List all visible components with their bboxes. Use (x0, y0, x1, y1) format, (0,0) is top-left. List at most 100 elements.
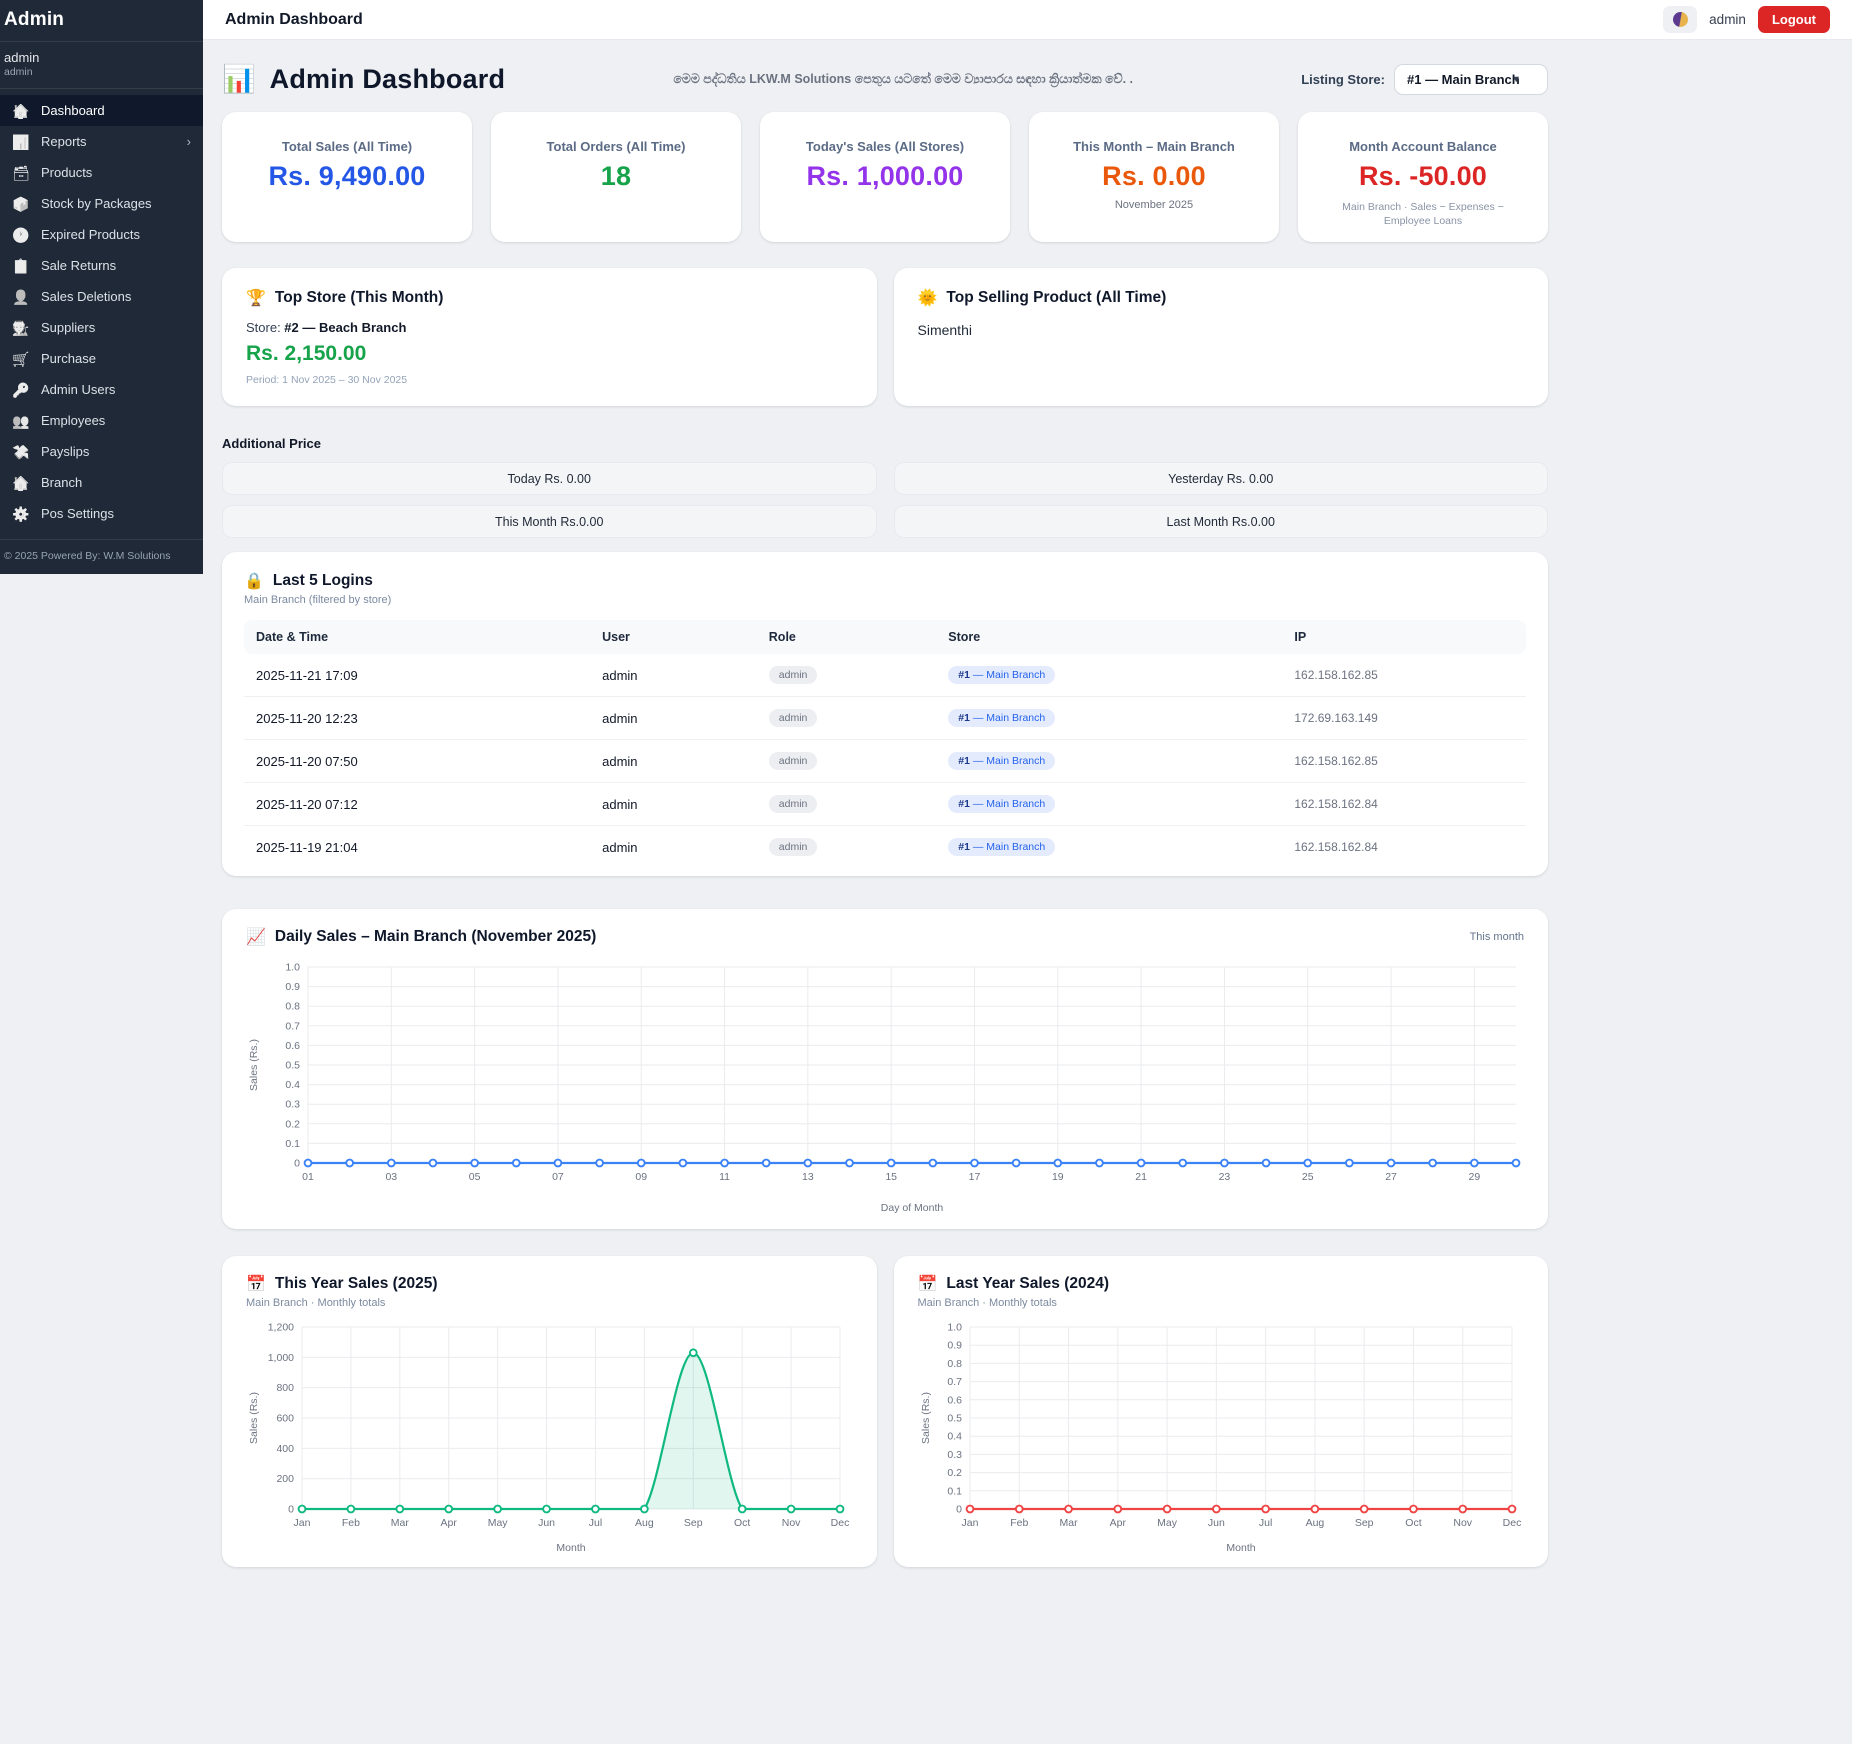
top-store-title-row: 🏆 Top Store (This Month) (246, 288, 853, 308)
sidebar-item-purchase[interactable]: 🛒Purchase (0, 343, 203, 374)
main-area: Admin Dashboard admin Logout 📊 Admin Das… (203, 0, 1852, 1744)
this-year-sales-card: 📅 This Year Sales (2025) Main Branch · M… (222, 1256, 877, 1567)
login-store-cell: #1 — Main Branch (936, 740, 1282, 783)
sidebar-nav: 🏠Dashboard📊Reports›🗃Products📦Stock by Pa… (0, 89, 203, 539)
svg-text:400: 400 (276, 1443, 294, 1455)
sidebar-item-employees[interactable]: 👥Employees (0, 405, 203, 436)
price-box-1: Yesterday Rs. 0.00 (894, 462, 1549, 495)
listing-store-select[interactable]: #1 — Main Branch ▾ (1394, 64, 1548, 95)
topbar-username: admin (1709, 12, 1746, 27)
login-user: admin (590, 783, 757, 826)
login-datetime: 2025-11-20 07:50 (244, 740, 590, 783)
svg-text:Dec: Dec (1502, 1517, 1521, 1529)
content: 📊 Admin Dashboard මෙම පද්ධතිය LKW.M Solu… (222, 64, 1548, 1607)
price-box-2: This Month Rs.0.00 (222, 505, 877, 538)
svg-text:17: 17 (969, 1171, 981, 1183)
top-store-name: Store: #2 — Beach Branch (246, 320, 853, 335)
svg-text:0: 0 (956, 1504, 962, 1516)
stat-card-3: This Month – Main BranchRs. 0.00November… (1029, 112, 1279, 242)
calendar-icon: 📅 (246, 1274, 266, 1294)
person-key-icon: 🔑 (12, 383, 30, 397)
store-name: — Main Branch (970, 841, 1045, 853)
top-store-title: Top Store (This Month) (275, 289, 443, 307)
login-role-cell: admin (757, 654, 936, 697)
login-store-cell: #1 — Main Branch (936, 697, 1282, 740)
last-year-sales-card: 📅 Last Year Sales (2024) Main Branch · M… (894, 1256, 1549, 1567)
sidebar-item-label: Employees (41, 413, 105, 428)
svg-text:0.1: 0.1 (285, 1138, 300, 1150)
sidebar-item-products[interactable]: 🗃Products (0, 157, 203, 188)
theme-toggle-button[interactable] (1663, 6, 1697, 33)
top-store-amount: Rs. 2,150.00 (246, 342, 853, 366)
login-user: admin (590, 654, 757, 697)
svg-text:May: May (1157, 1517, 1178, 1529)
stat-value: Rs. 9,490.00 (236, 161, 458, 192)
store-name: — Main Branch (970, 755, 1045, 767)
svg-text:May: May (488, 1517, 509, 1529)
daily-sales-badge: This month (1470, 931, 1524, 943)
sidebar-item-sale-returns[interactable]: 📋Sale Returns (0, 250, 203, 281)
stat-note: Main Branch · Sales − Expenses − Employe… (1323, 200, 1523, 228)
top-store-card: 🏆 Top Store (This Month) Store: #2 — Bea… (222, 268, 877, 406)
sidebar-item-dashboard[interactable]: 🏠Dashboard (0, 95, 203, 126)
table-row: 2025-11-21 17:09adminadmin#1 — Main Bran… (244, 654, 1526, 697)
sidebar-item-sales-deletions[interactable]: 👤Sales Deletions (0, 281, 203, 312)
clock-x-icon: 🕐 (12, 228, 30, 242)
svg-text:0.6: 0.6 (947, 1395, 962, 1407)
sidebar-item-label: Suppliers (41, 320, 95, 335)
svg-text:200: 200 (276, 1474, 294, 1486)
svg-text:0.5: 0.5 (947, 1413, 962, 1425)
login-role-cell: admin (757, 826, 936, 869)
store-number: #1 (958, 669, 970, 681)
sidebar-item-reports[interactable]: 📊Reports› (0, 126, 203, 157)
svg-text:Nov: Nov (782, 1517, 801, 1529)
login-ip: 162.158.162.84 (1282, 783, 1526, 826)
table-row: 2025-11-20 12:23adminadmin#1 — Main Bran… (244, 697, 1526, 740)
sidebar-item-label: Dashboard (41, 103, 105, 118)
daily-sales-card: 📈 Daily Sales – Main Branch (November 20… (222, 909, 1548, 1229)
sidebar-item-label: Reports (41, 134, 87, 149)
login-datetime: 2025-11-21 17:09 (244, 654, 590, 697)
svg-text:0.2: 0.2 (285, 1119, 300, 1131)
store-name: — Main Branch (970, 798, 1045, 810)
top-store-period: Period: 1 Nov 2025 – 30 Nov 2025 (246, 374, 853, 386)
logout-button[interactable]: Logout (1758, 6, 1830, 33)
sidebar-item-label: Admin Users (41, 382, 115, 397)
grid-icon: 🗃 (12, 166, 30, 180)
svg-text:0: 0 (294, 1158, 300, 1170)
sidebar-item-payslips[interactable]: 💸Payslips (0, 436, 203, 467)
svg-text:Sales (Rs.): Sales (Rs.) (920, 1392, 932, 1444)
stat-value: Rs. -50.00 (1312, 161, 1534, 192)
sidebar-item-pos-settings[interactable]: ⚙️Pos Settings (0, 498, 203, 529)
login-ip: 162.158.162.85 (1282, 654, 1526, 697)
svg-text:Month: Month (1226, 1542, 1255, 1554)
svg-text:23: 23 (1219, 1171, 1231, 1183)
svg-text:1,200: 1,200 (268, 1322, 294, 1334)
sidebar-item-stock-by-packages[interactable]: 📦Stock by Packages (0, 188, 203, 219)
top-product-title-row: 🌞 Top Selling Product (All Time) (918, 288, 1525, 308)
svg-text:600: 600 (276, 1413, 294, 1425)
svg-text:Apr: Apr (1109, 1517, 1126, 1529)
svg-text:Jul: Jul (1258, 1517, 1271, 1529)
login-store-cell: #1 — Main Branch (936, 654, 1282, 697)
login-store-cell: #1 — Main Branch (936, 783, 1282, 826)
svg-text:0.7: 0.7 (285, 1021, 300, 1033)
sidebar-item-expired-products[interactable]: 🕐Expired Products (0, 219, 203, 250)
svg-text:0.6: 0.6 (285, 1040, 300, 1052)
sidebar-user-role: admin (4, 66, 191, 78)
additional-price-grid: Today Rs. 0.00Yesterday Rs. 0.00This Mon… (222, 462, 1548, 538)
svg-text:0.2: 0.2 (947, 1467, 962, 1479)
sidebar-item-suppliers[interactable]: 🧑‍🏭 Suppliers (0, 312, 203, 343)
svg-text:19: 19 (1052, 1171, 1064, 1183)
svg-text:05: 05 (469, 1171, 481, 1183)
svg-text:Jan: Jan (961, 1517, 978, 1529)
suppliers-icon: 🧑‍🏭 (12, 321, 30, 335)
svg-text:07: 07 (552, 1171, 564, 1183)
sidebar-item-branch[interactable]: 🏠Branch (0, 467, 203, 498)
svg-text:15: 15 (885, 1171, 897, 1183)
sidebar-item-admin-users[interactable]: 🔑 Admin Users (0, 374, 203, 405)
daily-sales-head: 📈 Daily Sales – Main Branch (November 20… (246, 927, 1524, 947)
last-year-sales-subtitle: Main Branch · Monthly totals (918, 1297, 1525, 1309)
table-row: 2025-11-19 21:04adminadmin#1 — Main Bran… (244, 826, 1526, 869)
svg-text:1,000: 1,000 (268, 1352, 294, 1364)
